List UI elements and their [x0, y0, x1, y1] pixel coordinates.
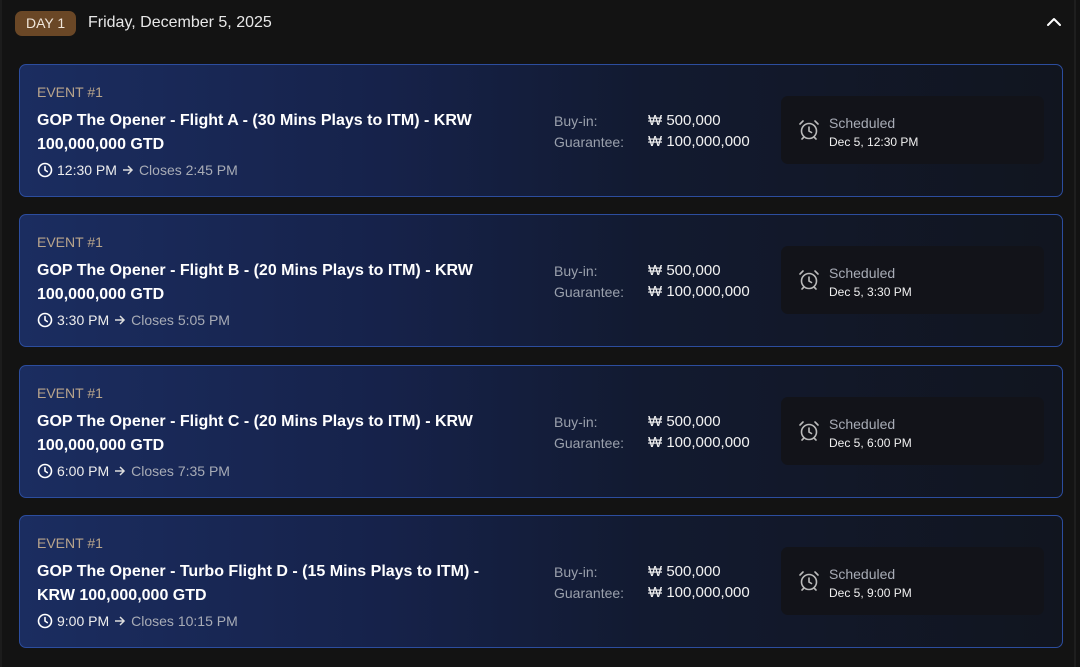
status-text: Scheduled [829, 265, 896, 282]
guarantee-label: Guarantee: [554, 584, 625, 601]
arrow-right-icon [122, 165, 133, 175]
buy-in-label: Buy-in: [554, 113, 598, 129]
guarantee-value: ₩ 100,000,000 [648, 283, 750, 301]
close-time: Closes 7:35 PM [131, 462, 230, 479]
start-time: 12:30 PM [57, 162, 117, 178]
close-time: Closes 10:15 PM [131, 612, 238, 629]
guarantee-label: Guarantee: [554, 134, 625, 150]
buy-in-label: Buy-in: [554, 263, 598, 280]
buy-in-label: Buy-in: [554, 413, 598, 430]
close-time: Closes 5:05 PM [131, 312, 230, 329]
event-title: GOP The Opener - Turbo Flight D - (15 Mi… [37, 562, 480, 604]
event-time: 3:30 PM Closes 5:05 PM [37, 312, 230, 328]
status-box: Scheduled Dec 5, 12:30 PM [781, 96, 1044, 164]
start-time: 6:00 PM [57, 462, 110, 479]
status-date: Dec 5, 12:30 PM [829, 135, 919, 149]
status-box: Scheduled Dec 5, 9:00 PM [781, 546, 1044, 615]
alarm-clock-icon [799, 270, 819, 291]
event-time: 6:00 PM Closes 7:35 PM [37, 463, 230, 479]
status-box: Scheduled Dec 5, 6:00 PM [781, 396, 1044, 465]
event-time: 12:30 PM Closes 2:45 PM [37, 162, 238, 178]
clock-icon [37, 463, 53, 478]
status-date: Dec 5, 9:00 PM [829, 585, 912, 600]
arrow-right-icon [115, 315, 126, 325]
event-card[interactable]: EVENT #1 GOP The Opener - Turbo Flight D… [19, 514, 1063, 648]
start-time: 3:30 PM [57, 312, 110, 329]
day-date: Friday, December 5, 2025 [88, 14, 272, 31]
status-text: Scheduled [829, 565, 896, 582]
event-number: EVENT #1 [37, 84, 103, 100]
chevron-up-icon[interactable] [1045, 15, 1063, 29]
event-number: EVENT #1 [37, 234, 103, 251]
event-title: GOP The Opener - Flight B - (20 Mins Pla… [37, 262, 473, 304]
guarantee-label: Guarantee: [554, 284, 625, 301]
alarm-clock-icon [799, 120, 819, 140]
buy-in-value: ₩ 500,000 [648, 412, 721, 430]
alarm-clock-icon [799, 420, 819, 441]
day-badge: DAY 1 [15, 11, 77, 36]
event-title: GOP The Opener - Flight C - (20 Mins Pla… [37, 412, 473, 454]
clock-icon [37, 613, 53, 629]
status-text: Scheduled [829, 115, 896, 131]
alarm-clock-icon [799, 571, 819, 591]
event-card[interactable]: EVENT #1 GOP The Opener - Flight B - (20… [19, 214, 1063, 348]
start-time: 9:00 PM [57, 612, 110, 629]
guarantee-value: ₩ 100,000,000 [648, 583, 750, 601]
clock-icon [37, 312, 53, 328]
buy-in-label: Buy-in: [554, 563, 598, 580]
status-text: Scheduled [829, 415, 896, 432]
status-date: Dec 5, 3:30 PM [829, 285, 912, 300]
buy-in-value: ₩ 500,000 [648, 112, 721, 129]
buy-in-value: ₩ 500,000 [648, 262, 721, 280]
event-time: 9:00 PM Closes 10:15 PM [37, 613, 238, 629]
status-box: Scheduled Dec 5, 3:30 PM [781, 246, 1044, 315]
buy-in-value: ₩ 500,000 [648, 562, 721, 580]
arrow-right-icon [115, 466, 126, 476]
event-number: EVENT #1 [37, 534, 103, 551]
guarantee-value: ₩ 100,000,000 [648, 433, 750, 451]
status-date: Dec 5, 6:00 PM [829, 435, 912, 450]
event-title: GOP The Opener - Flight A - (30 Mins Pla… [37, 112, 472, 153]
day-header[interactable]: DAY 1 Friday, December 5, 2025 [2, 0, 1074, 48]
event-number: EVENT #1 [37, 384, 103, 401]
event-card[interactable]: EVENT #1 GOP The Opener - Flight A - (30… [19, 64, 1063, 197]
arrow-right-icon [115, 616, 126, 626]
close-time: Closes 2:45 PM [138, 162, 238, 178]
guarantee-label: Guarantee: [554, 434, 625, 451]
guarantee-value: ₩ 100,000,000 [648, 133, 750, 150]
clock-icon [37, 162, 53, 178]
event-card[interactable]: EVENT #1 GOP The Opener - Flight C - (20… [19, 364, 1063, 498]
